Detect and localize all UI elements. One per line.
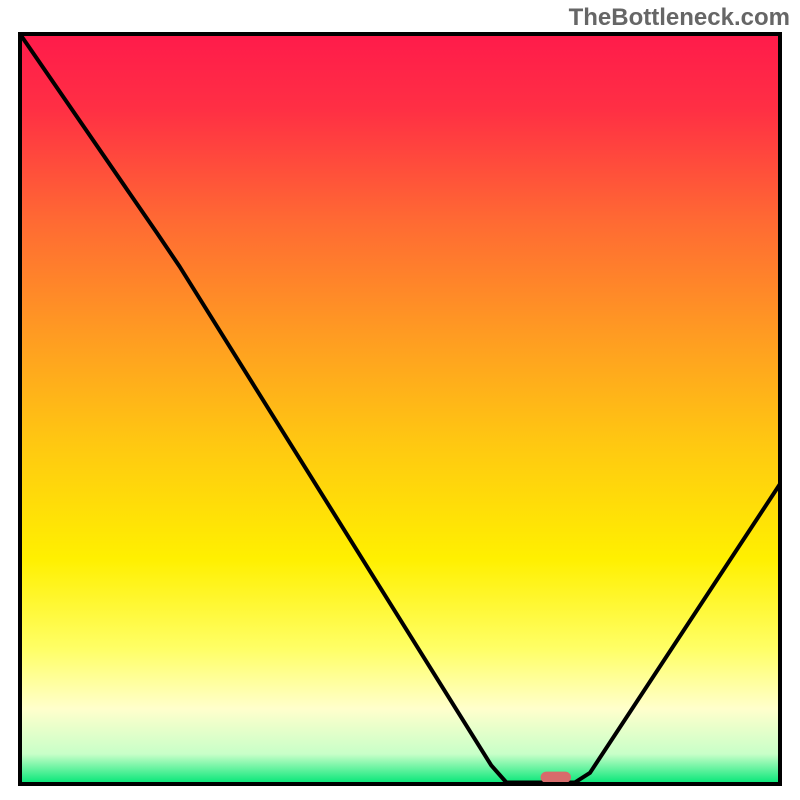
bottleneck-chart [0,0,800,800]
chart-container: TheBottleneck.com [0,0,800,800]
watermark-text: TheBottleneck.com [569,4,790,32]
optimal-marker [541,772,571,783]
gradient-background [20,34,780,784]
